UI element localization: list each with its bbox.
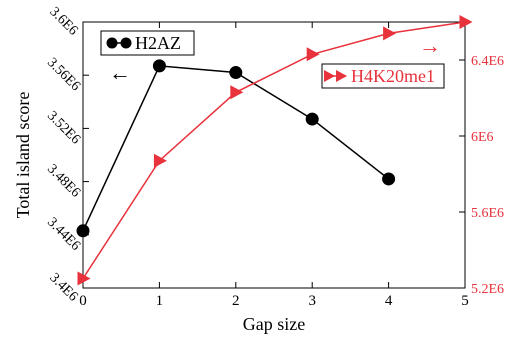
data-point-h2az (152, 59, 166, 73)
legend-h4k20me1-marker (324, 70, 335, 82)
y-right-tick-label: 5.6E6 (471, 206, 504, 221)
y-right-tick-label: 5.2E6 (471, 282, 504, 297)
y-left-tick-label: 3.56E6 (44, 55, 83, 94)
legend-h4k20me1-marker (336, 70, 347, 82)
x-axis-label: Gap size (243, 314, 305, 334)
legend-h4k20me1-label: H4K20me1 (351, 66, 435, 86)
y-left-tick-label: 3.4E6 (46, 271, 80, 305)
legend-h2az-marker (120, 37, 132, 49)
data-point-h4k20me1 (459, 15, 473, 29)
y-left-tick-label: 3.52E6 (44, 108, 83, 147)
legend-h4k20me1: H4K20me1 (321, 63, 445, 89)
x-tick-label: 4 (385, 293, 393, 309)
data-point-h2az (76, 224, 90, 238)
right-axis-arrow: → (419, 33, 441, 58)
left-axis-arrow: ← (109, 60, 131, 85)
data-point-h4k20me1 (77, 271, 91, 286)
x-tick-label: 2 (232, 293, 240, 309)
y-left-tick-label: 3.6E6 (46, 5, 80, 39)
x-tick-label: 3 (308, 293, 316, 309)
data-point-h4k20me1 (230, 85, 244, 100)
data-point-h2az (305, 112, 319, 126)
y-axis-label: Total island score (13, 92, 33, 219)
y-left-tick-label: 3.48E6 (44, 162, 83, 201)
legend-h2az-label: H2AZ (135, 33, 181, 53)
series-layer (76, 15, 473, 286)
data-point-h4k20me1 (383, 26, 397, 41)
y-right-tick-label: 6E6 (471, 130, 494, 145)
x-tick-label: 1 (156, 293, 164, 309)
data-point-h2az (229, 66, 243, 80)
y-right-tick-label: 6.4E6 (471, 54, 504, 69)
plot-frame (82, 21, 466, 289)
x-tick-label: 0 (79, 293, 87, 309)
legend-h2az: H2AZ (100, 30, 195, 56)
data-point-h4k20me1 (306, 47, 320, 62)
y-left-tick-label: 3.44E6 (44, 215, 83, 254)
legend-h2az-marker (106, 37, 118, 49)
data-point-h2az (382, 172, 396, 186)
x-tick-label: 5 (461, 293, 469, 309)
data-point-h4k20me1 (153, 153, 167, 168)
series-line-h4k20me1 (82, 21, 466, 279)
